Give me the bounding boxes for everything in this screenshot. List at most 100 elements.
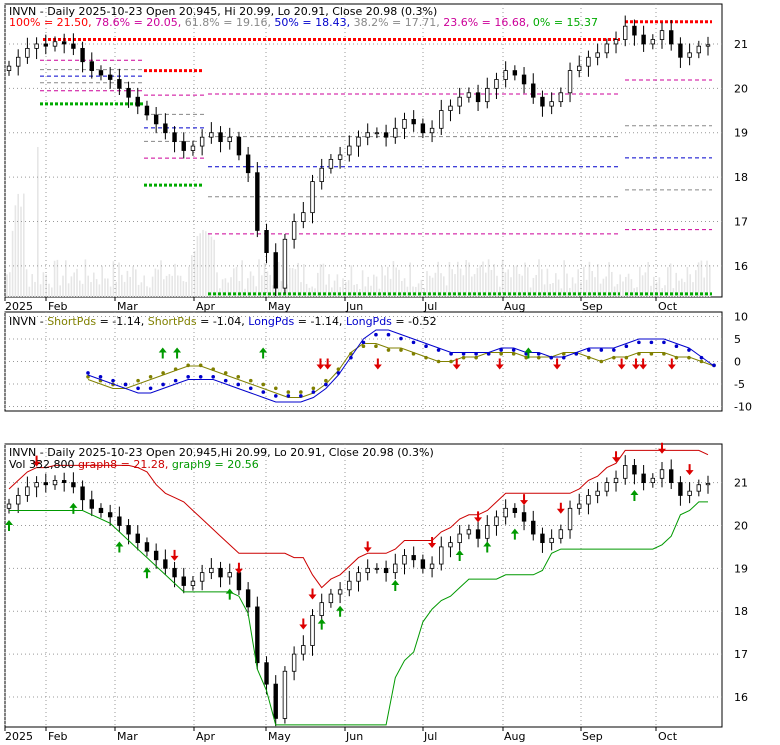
stops-panel-candle-body [172,567,177,578]
price-panel-candle-body [34,43,39,49]
stops-panel-candle-body [641,473,646,483]
oscillator-dot-LongPds [211,375,215,379]
price-panel-y-tick-label: 16 [734,260,748,273]
price-panel-candle-body [107,74,113,80]
price-panel-candle-body [494,79,499,89]
stops-panel-candle-body [199,572,205,582]
stops-panel-candle-body [15,495,21,505]
oscillator-dot-LongPds [148,386,153,391]
oscillator-dot-LongPds [123,382,128,387]
oscillator-dot-LongPds [612,348,616,352]
oscillator-line-LongPds [87,329,715,403]
price-panel-candle-body [420,123,426,134]
price-panel-candle-body [521,74,527,85]
stops-panel-candle-body [43,482,48,486]
stops-panel-candle-body [531,520,536,535]
up-arrow [391,580,400,592]
stops-panel-candle-body [475,529,481,539]
price-panel-candle-body [393,127,398,138]
stops-panel-x-tick-label: Feb [48,730,67,743]
stops-panel-candle-body [429,563,435,569]
oscillator-dot-LongPds [436,348,441,352]
price-panel-candle-body [429,127,435,134]
stops-panel-candle-body [310,615,315,646]
stops-panel-candle-body [678,482,683,496]
oscillator-dot-ShortPds [336,367,341,371]
stops-panel-candle-body [457,533,462,544]
oscillator-line-ShortPds [87,343,715,398]
stops-panel-candle-body [494,516,499,526]
oscillator-dot-LongPds [524,352,528,356]
stops-panel-x-tick-label: Apr [196,730,216,743]
stops-panel-candle-body [696,484,702,492]
price-panel-candle-body [117,79,122,89]
stops-panel-x-tick-label: Oct [658,730,678,743]
price-panel-candle-body [466,92,472,98]
price-panel-candle-body [61,41,67,45]
oscillator-dot-ShortPds [261,382,266,387]
oscillator-dot-ShortPds [587,355,591,360]
fib-header-item: 0% = 15.37 [529,16,598,29]
price-panel-candle-body [402,119,407,129]
stops-panel-x-tick-label: Sep [582,730,603,743]
stops-panel-candle-body [80,486,85,501]
oscillator-dot-ShortPds [461,355,466,360]
price-panel-candle-body [273,252,278,289]
oscillator-dot-ShortPds [511,352,516,356]
oscillator-dot-LongPds [261,390,266,394]
stops-panel-vol-header: Vol 332,800 graph8 = 21.28, graph9 = 20.… [9,458,259,471]
up-arrow [69,502,78,514]
up-arrow [317,618,326,630]
price-panel-candle-body [71,43,76,49]
price-panel-candle-body [236,136,242,156]
oscillator-dot-LongPds [624,344,629,349]
oscillator-dot-LongPds [637,340,641,345]
price-panel-candle-body [687,52,692,58]
stops-panel-candle-body [181,576,186,586]
stops-panel-candle-body [153,550,159,561]
price-panel-candle-body [696,45,702,54]
oscillator-dot-ShortPds [662,352,666,356]
oscillator-dot-ShortPds [449,359,453,364]
price-panel-candle-body [319,167,324,182]
stops-panel-candle-body [347,580,352,591]
price-panel-candle-body [383,132,389,138]
price-panel-candle-body [181,141,186,151]
down-arrow [495,358,504,370]
down-arrow [556,502,565,514]
stops-panel-candle-body [549,537,554,544]
stops-panel-candle-body [613,477,619,483]
oscillator-dot-ShortPds [499,352,503,356]
oscillator-dot-ShortPds [524,355,528,360]
oscillator-dot-LongPds [599,348,604,352]
stops-panel-candle-body [218,567,223,578]
stops-panel-candle-body [558,529,564,539]
price-panel-y-tick-label: 17 [734,216,748,229]
stops-panel-y-tick-label: 17 [734,648,748,661]
oscillator-dot-ShortPds [211,367,215,371]
oscillator-dot-ShortPds [324,378,328,383]
down-arrow [685,464,694,476]
price-panel-candle-body [218,132,223,143]
stops-panel-candle-body [89,499,94,509]
oscillator-panel-y-tick-label: 10 [734,311,748,324]
oscillator-dot-ShortPds [674,355,679,360]
price-header-prefix: INVN - Daily 2025-10-23 Open 20.945, Hi … [9,5,437,18]
down-arrow [323,358,332,370]
price-panel-candle-body [531,83,536,98]
price-panel-candle-body [328,158,334,169]
price-panel-candle-body [190,145,196,151]
up-arrow [158,347,167,359]
stops-header-item: graph8 = 21.28, [78,458,168,471]
stops-panel-candle-body [6,503,12,509]
oscillator-dot-LongPds [699,355,704,360]
stops-panel-candle-body [705,483,711,486]
price-panel-candle-body [641,34,646,45]
oscillator-header-item: ShortPds [47,315,96,328]
price-panel-candle-body [567,70,573,94]
stops-panel-candle-body [503,507,508,518]
oscillator-dot-ShortPds [236,375,241,379]
oscillator-dot-ShortPds [474,355,478,360]
oscillator-dot-LongPds [136,386,140,391]
